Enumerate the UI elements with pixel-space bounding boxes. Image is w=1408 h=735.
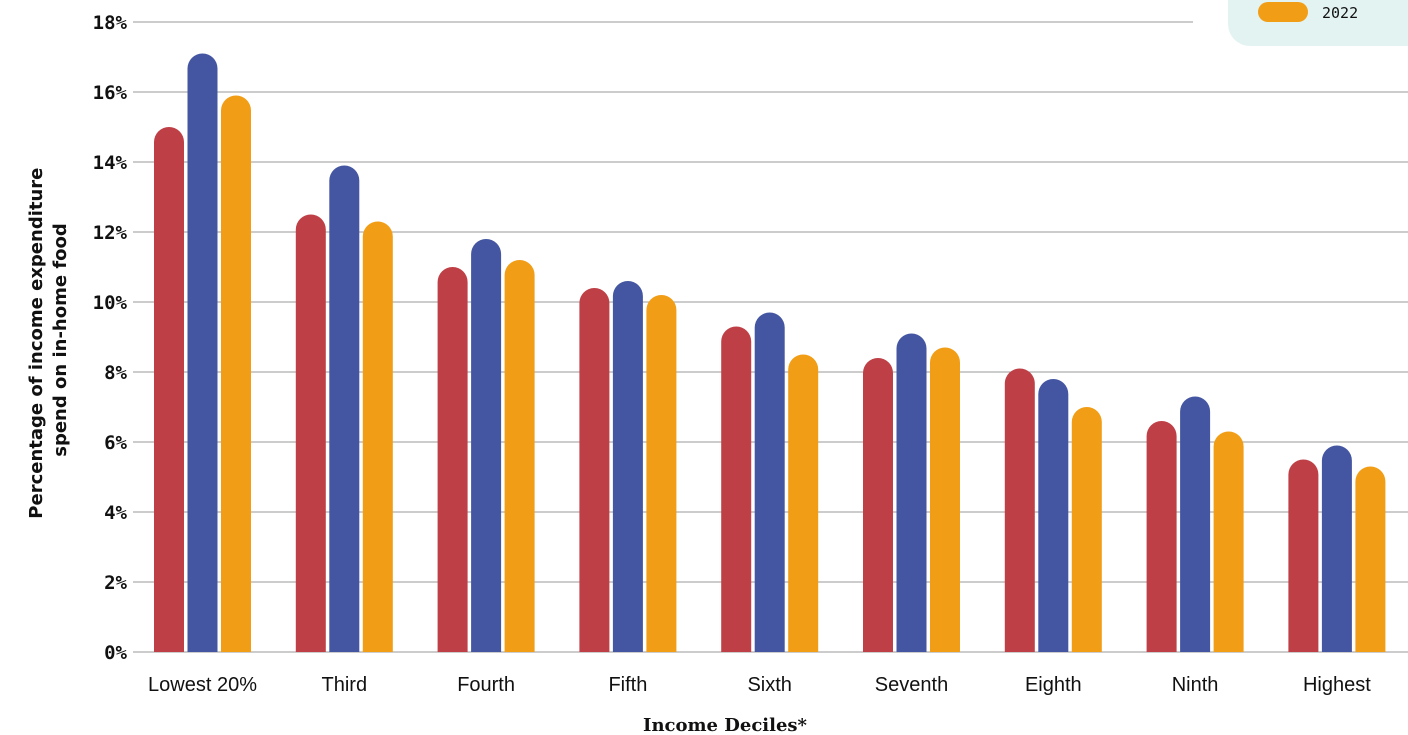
y-tick-label: 18% xyxy=(93,12,128,34)
y-tick-label: 4% xyxy=(104,502,127,524)
bar-series-3-fifth xyxy=(646,295,677,652)
bar-series-2-highest xyxy=(1321,445,1352,652)
bar-series-2-ninth xyxy=(1180,396,1211,652)
bar-series-3-third xyxy=(362,221,393,653)
bar-series-1-eighth xyxy=(1004,368,1035,652)
bar-series-1-lowest-20- xyxy=(154,127,184,652)
bar-series-1-fourth xyxy=(437,267,468,652)
y-tick-label: 14% xyxy=(93,152,128,174)
x-category-label: Ninth xyxy=(1172,674,1219,696)
y-axis-title-line-2: spend on in-home food xyxy=(50,223,71,457)
y-tick-label: 10% xyxy=(93,292,128,314)
bar-series-2-sixth xyxy=(754,312,785,652)
legend-label-2022: 2022 xyxy=(1322,4,1358,22)
y-tick-label: 16% xyxy=(93,82,128,104)
bar-series-1-fifth xyxy=(579,288,610,652)
bar-series-3-sixth xyxy=(788,354,819,652)
y-axis-title: Percentage of income expenditure spend o… xyxy=(26,161,71,518)
x-category-label: Fourth xyxy=(457,674,515,696)
bar-series-2-third xyxy=(329,165,360,652)
bar-series-3-lowest-20- xyxy=(221,95,251,653)
legend: 2022 xyxy=(1228,0,1408,46)
bar-series-2-fifth xyxy=(612,281,643,652)
bar-series-1-highest xyxy=(1288,459,1319,652)
bar-series-1-sixth xyxy=(721,326,752,652)
y-tick-label: 12% xyxy=(93,222,128,244)
bar-series-1-ninth xyxy=(1146,421,1177,652)
y-tick-label: 6% xyxy=(104,432,127,454)
bar-series-1-third xyxy=(295,214,326,653)
bars xyxy=(154,53,1386,653)
bar-series-2-lowest-20- xyxy=(187,53,218,653)
x-category-label: Eighth xyxy=(1025,674,1082,696)
y-tick-label: 2% xyxy=(104,572,127,594)
bar-series-3-fourth xyxy=(504,260,535,652)
x-category-label: Fifth xyxy=(608,674,647,696)
y-tick-label: 0% xyxy=(104,642,127,664)
y-axis-ticks: 0% 2% 4% 6% 8% 10% 12% 14% 16% 18% xyxy=(93,12,128,664)
x-category-label: Third xyxy=(322,674,368,696)
bar-series-2-eighth xyxy=(1038,379,1069,652)
bar-series-3-highest xyxy=(1355,466,1386,652)
legend-swatch-2022 xyxy=(1258,2,1308,22)
y-tick-label: 8% xyxy=(104,362,127,384)
x-category-label: Lowest 20% xyxy=(148,674,257,696)
bar-series-3-eighth xyxy=(1071,407,1102,652)
x-category-label: Seventh xyxy=(875,674,948,696)
bar-series-1-seventh xyxy=(863,358,893,652)
bar-series-2-seventh xyxy=(896,333,927,652)
bar-series-3-ninth xyxy=(1213,431,1244,652)
x-axis-title: Income Deciles* xyxy=(643,715,808,735)
legend-box xyxy=(1228,0,1408,46)
bar-series-3-seventh xyxy=(930,347,960,652)
bar-series-2-fourth xyxy=(471,239,502,653)
x-axis-categories: Lowest 20% Third Fourth Fifth Sixth Seventh Ei… xyxy=(148,674,1371,696)
x-category-label: Highest xyxy=(1303,674,1371,696)
y-axis-title-line-1: Percentage of income expenditure xyxy=(26,168,47,519)
x-category-label: Sixth xyxy=(747,674,791,696)
